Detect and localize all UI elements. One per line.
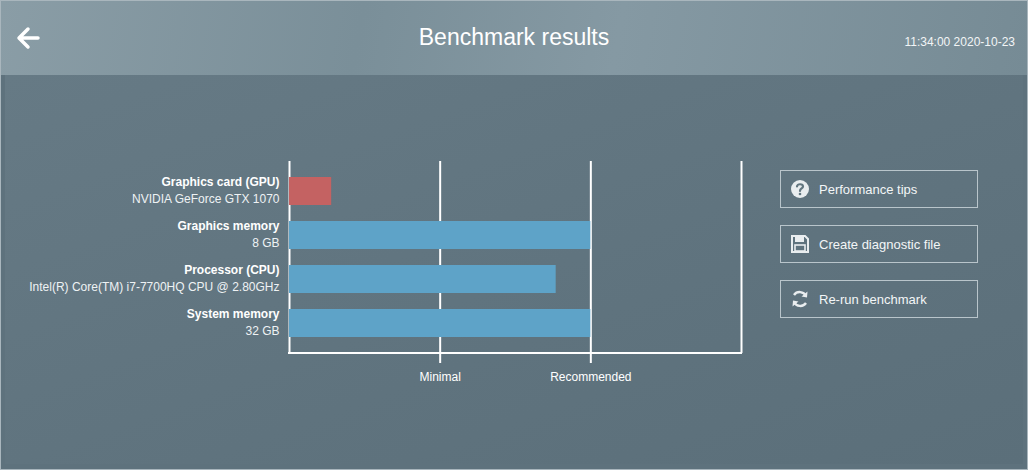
html-text:Create diagnostic file: Create diagnostic file [819,236,941,252]
svg-text:32 GB: 32 GB [245,324,279,338]
html-text:Benchmark results: Benchmark results [418,24,610,50]
html-text:Re-run benchmark: Re-run benchmark [819,291,927,307]
svg-text:Graphics memory: Graphics memory [177,219,279,233]
html-text:Performance tips: Performance tips [819,181,918,197]
svg-text:NVIDIA GeForce GTX 1070: NVIDIA GeForce GTX 1070 [132,192,280,206]
svg-text:Processor (CPU): Processor (CPU) [184,263,279,277]
svg-text:Graphics card (GPU): Graphics card (GPU) [161,175,279,189]
svg-text:8 GB: 8 GB [252,236,279,250]
svg-text:Minimal: Minimal [419,370,460,384]
svg-text:Intel(R) Core(TM) i7-7700HQ CP: Intel(R) Core(TM) i7-7700HQ CPU @ 2.80GH… [29,280,279,294]
html-text:11:34:00 2020-10-23: 11:34:00 2020-10-23 [904,35,1015,49]
svg-text:Recommended: Recommended [550,370,631,384]
svg-text:System memory: System memory [187,307,280,321]
